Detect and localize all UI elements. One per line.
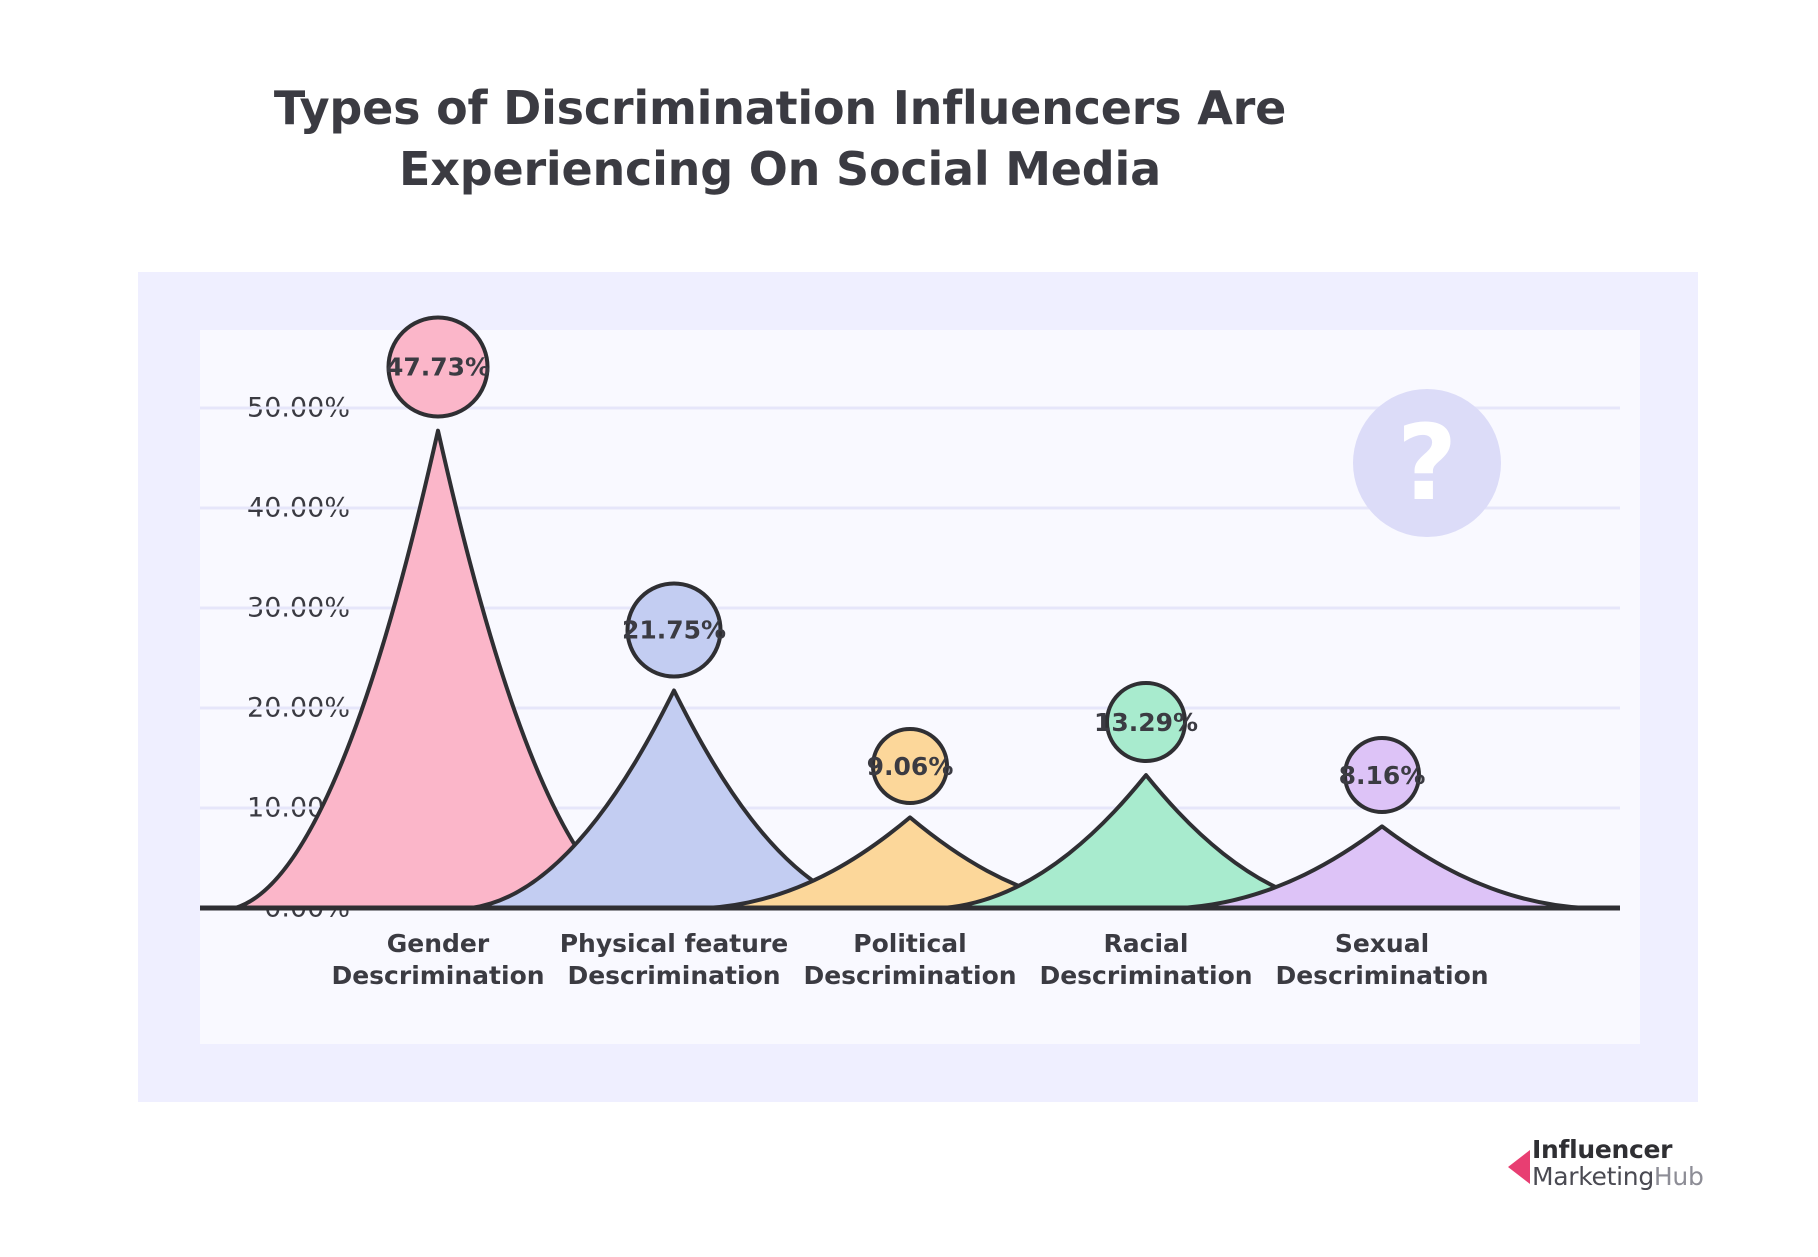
x-axis-label-line: Sexual [1334, 929, 1430, 958]
logo-text: Influencer MarketingHub [1532, 1135, 1704, 1191]
x-axis-label-line: Descrimination [331, 961, 545, 990]
x-axis-label-line: Physical feature [559, 929, 789, 958]
data-label-value: 9.06% [866, 751, 954, 781]
data-label-bubble: 8.16% [1339, 736, 1425, 815]
question-mark-glyph: ? [1396, 402, 1458, 524]
page-title-line-1: Types of Discrimination Influencers Are [273, 81, 1287, 135]
data-label-value: 8.16% [1338, 760, 1426, 790]
data-label-bubble: 21.75% [622, 581, 726, 679]
brand-logo: Influencer MarketingHub [1508, 1135, 1704, 1191]
x-axis-label: Physical feature Descrimination [554, 928, 794, 992]
area-peak [1177, 824, 1587, 910]
logo-hub: Hub [1653, 1161, 1704, 1191]
x-axis-label: Political Descrimination [790, 928, 1030, 992]
x-axis-label: Sexual Descrimination [1262, 928, 1502, 992]
data-label-bubble: 13.29% [1094, 681, 1198, 764]
data-label-value: 13.29% [1093, 707, 1199, 737]
x-axis-label-line: Descrimination [803, 961, 1017, 990]
logo-line-marketinghub: MarketingHub [1532, 1161, 1704, 1191]
x-axis-label: Racial Descrimination [1026, 928, 1266, 992]
area-peak [469, 688, 879, 910]
data-label-value: 21.75% [621, 615, 727, 645]
logo-line-influencer: Influencer [1532, 1135, 1673, 1164]
page-title-line-2: Experiencing On Social Media [399, 141, 1161, 196]
x-axis-label-line: Political [853, 929, 967, 958]
x-axis-label-line: Descrimination [1039, 961, 1253, 990]
logo-arrow-icon [1508, 1149, 1530, 1184]
data-label-bubble: 9.06% [867, 727, 953, 806]
data-label-bubble: 47.73% [385, 315, 491, 419]
logo-marketing: Marketing [1532, 1161, 1654, 1191]
data-label-value: 47.73% [385, 352, 491, 382]
area-peak [233, 428, 643, 910]
page-title: Types of Discrimination Influencers Are … [0, 78, 1560, 199]
x-axis-label-line: Racial [1103, 929, 1189, 958]
question-mark-decoration: ? [1353, 389, 1501, 537]
x-axis-label-line: Gender [386, 929, 490, 958]
x-axis-label: Gender Descrimination [318, 928, 558, 992]
x-axis-label-line: Descrimination [1275, 961, 1489, 990]
x-axis-label-line: Descrimination [567, 961, 781, 990]
